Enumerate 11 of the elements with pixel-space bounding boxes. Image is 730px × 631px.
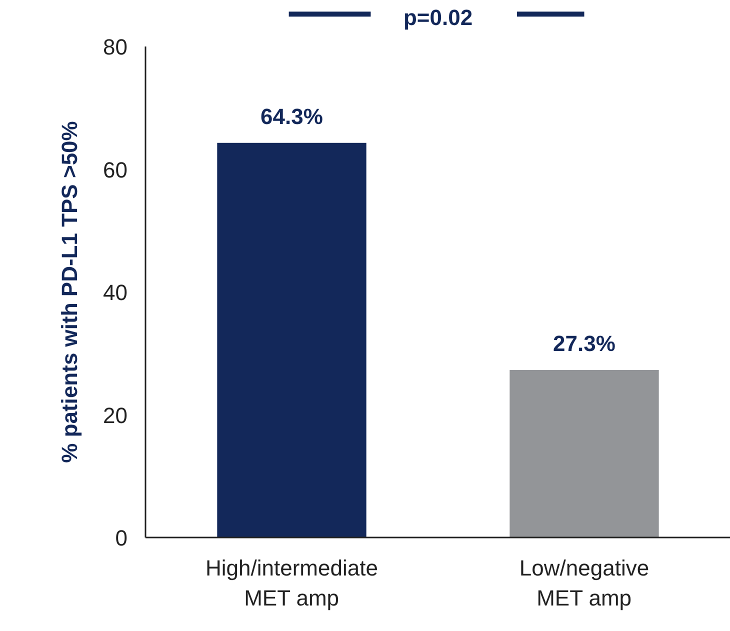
y-tick-label: 0 [115,526,128,550]
text: p=0.02 [403,5,473,30]
y-tick-label: 60 [103,157,128,182]
x-tick-label: Low/negative MET amp [519,556,650,610]
data-label: 27.3% [553,330,616,356]
data-label: 64.3% [260,104,323,129]
y-tick-label: 40 [103,280,128,305]
y-tick-label: 80 [103,34,128,60]
y-axis-title: % patients with PD-L1 TPS >50% [57,121,82,463]
x-tick-label: High/intermediate MET amp [206,556,378,610]
y-tick-label: 20 [103,402,128,428]
